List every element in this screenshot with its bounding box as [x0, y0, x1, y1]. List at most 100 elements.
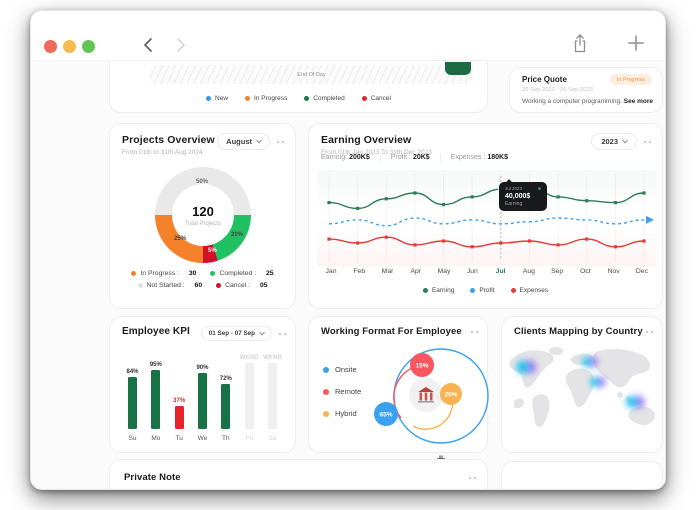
- earning-chart-svg: [327, 174, 654, 262]
- schedule-card: End Of Day New In Progress Completed Can…: [109, 61, 488, 113]
- expenses-dot: [510, 288, 516, 293]
- month-label: Aug: [522, 268, 535, 275]
- employee-kpi-card: Employee KPI 01 Sep - 07 Sep 84% Su 95% Mo 3…: [109, 316, 296, 453]
- see-more-link[interactable]: See more: [623, 98, 654, 105]
- working-format-card: Working Format For Employee Onsite Remot…: [308, 316, 489, 453]
- clients-map-card: Clients Mapping by Country: [501, 316, 663, 453]
- schedule-event-button[interactable]: [445, 62, 471, 75]
- world-map: [509, 347, 655, 428]
- month-filter-dropdown[interactable]: August: [217, 133, 270, 150]
- zoom-button[interactable]: [82, 40, 95, 53]
- kpi-bar-column: 95% Mo: [145, 341, 166, 445]
- stat-earning: Earning: 200K$: [321, 154, 370, 161]
- onsite-bubble: 65%: [374, 402, 398, 426]
- not-started-dot: [137, 283, 143, 288]
- kpi-day-label: Tu: [175, 435, 183, 442]
- card-title: Working Format For Employee: [321, 326, 462, 337]
- card-title: Projects Overview: [122, 134, 215, 146]
- card-title: Private Note: [124, 472, 181, 483]
- kpi-day-label: Sa: [268, 435, 277, 442]
- kpi-bar-chart: 84% Su 95% Mo 37% Tu 90% We 72% Th WKND Fri WKND Sa: [122, 341, 283, 445]
- legend-item: Earning: [422, 287, 454, 294]
- hybrid-bubble: 20%: [440, 383, 462, 405]
- kpi-bar-column: 84% Su: [122, 341, 143, 445]
- in-progress-dot: [245, 96, 251, 101]
- slice-label-in-progress: 25%: [174, 236, 187, 242]
- price-quote-card: Price Quote In Progress 20 Sep 2023 - 26…: [509, 67, 663, 113]
- more-menu-icon[interactable]: [276, 330, 289, 338]
- month-label: Jul: [495, 268, 506, 275]
- earning-overview-card: Earning Overview From 01th Jan 2023 To 3…: [308, 123, 663, 309]
- private-note-card: Private Note: [109, 459, 488, 489]
- legend-item: Completed : 25: [210, 270, 274, 277]
- cancel-dot: [361, 96, 367, 101]
- card-subtitle: From 01th Jan 2023 To 31th Dec 2023: [321, 149, 432, 156]
- date-range-dropdown[interactable]: 01 Sep - 07 Sep: [200, 326, 272, 341]
- legend-item: In Progress : 30: [131, 270, 196, 277]
- svg-text:65%: 65%: [379, 412, 392, 419]
- legend-item: In Progress: [245, 95, 287, 102]
- back-icon[interactable]: [137, 35, 159, 57]
- slice-label-cancel: 5%: [208, 248, 217, 254]
- earning-legend: Earning Profit Expenses: [309, 287, 662, 294]
- earning-stats: Earning: 200K$ Profit :20K$ Expenses :180…: [321, 154, 518, 161]
- legend-item: Profit: [470, 287, 495, 294]
- stat-expenses: Expenses :180K$: [439, 154, 518, 161]
- cancel-dot: [216, 283, 222, 288]
- svg-text:15%: 15%: [415, 363, 428, 370]
- remote-bubble: 15%: [410, 353, 434, 377]
- chart-tooltip: Jul 2023 40,000$ Earning: [499, 182, 547, 211]
- more-menu-icon[interactable]: [468, 328, 481, 336]
- kpi-bar-column: 72% Th: [215, 341, 236, 445]
- kpi-bar-column: WKND Sa: [262, 341, 283, 445]
- onsite-dot: [323, 366, 329, 373]
- total-projects-value: 120: [192, 203, 214, 219]
- more-menu-icon[interactable]: [643, 328, 656, 336]
- kpi-value-label: WKND: [263, 355, 282, 361]
- share-icon[interactable]: [569, 33, 591, 55]
- chevron-down-icon: [259, 329, 265, 335]
- earning-line-chart: [317, 170, 656, 266]
- kpi-bar-column: 90% We: [192, 341, 213, 445]
- profit-dot: [470, 288, 476, 293]
- remote-dot: [323, 388, 329, 395]
- price-quote-title: Price Quote: [522, 75, 567, 84]
- legend-item: Onsite: [323, 365, 361, 374]
- tooltip-value: 40,000$: [505, 193, 531, 200]
- plus-icon[interactable]: [625, 33, 647, 55]
- kpi-value-label: 72%: [219, 376, 232, 382]
- kpi-bar-column: 37% Tu: [169, 341, 190, 445]
- kpi-bar: [267, 363, 277, 429]
- earning-dot: [422, 288, 428, 293]
- projects-overview-card: Projects Overview From 01th to 31th Aug …: [109, 123, 296, 309]
- kpi-day-label: Mo: [151, 435, 161, 442]
- more-menu-icon[interactable]: [274, 138, 287, 146]
- tooltip-date: Jul 2023: [505, 186, 523, 191]
- status-badge: In Progress: [609, 74, 652, 85]
- kpi-day-label: Su: [128, 435, 137, 442]
- projects-legend: In Progress : 30 Completed : 25 Not Star…: [110, 270, 295, 289]
- slice-label-completed: 20%: [231, 232, 244, 238]
- month-axis: Jan Feb Mar Apr May Jun Jul Aug Sep Oct Nov Dec: [317, 268, 656, 275]
- more-menu-icon[interactable]: [466, 474, 479, 482]
- month-label: Jun: [466, 268, 478, 275]
- in-progress-dot: [131, 271, 137, 276]
- minimize-button[interactable]: [63, 40, 76, 53]
- kpi-bar: [174, 406, 184, 429]
- bottom-right-card: [501, 461, 663, 489]
- window-titlebar: [31, 11, 665, 61]
- more-menu-icon[interactable]: [641, 138, 654, 146]
- month-label: Jan: [325, 268, 337, 275]
- card-title: Clients Mapping by Country: [514, 326, 643, 337]
- kpi-value-label: 95%: [149, 362, 162, 368]
- close-button[interactable]: [44, 40, 57, 53]
- legend-item: Cancel: [361, 95, 391, 102]
- traffic-lights: [44, 40, 95, 53]
- tooltip-series: Earning: [505, 201, 523, 207]
- year-filter-dropdown[interactable]: 2023: [591, 133, 637, 150]
- forward-icon[interactable]: [170, 35, 192, 57]
- working-format-legend: Onsite Remote Hybrid: [323, 365, 361, 418]
- legend-item: New: [206, 95, 228, 102]
- kpi-value-label: 90%: [196, 365, 209, 371]
- chevron-down-icon: [256, 137, 262, 143]
